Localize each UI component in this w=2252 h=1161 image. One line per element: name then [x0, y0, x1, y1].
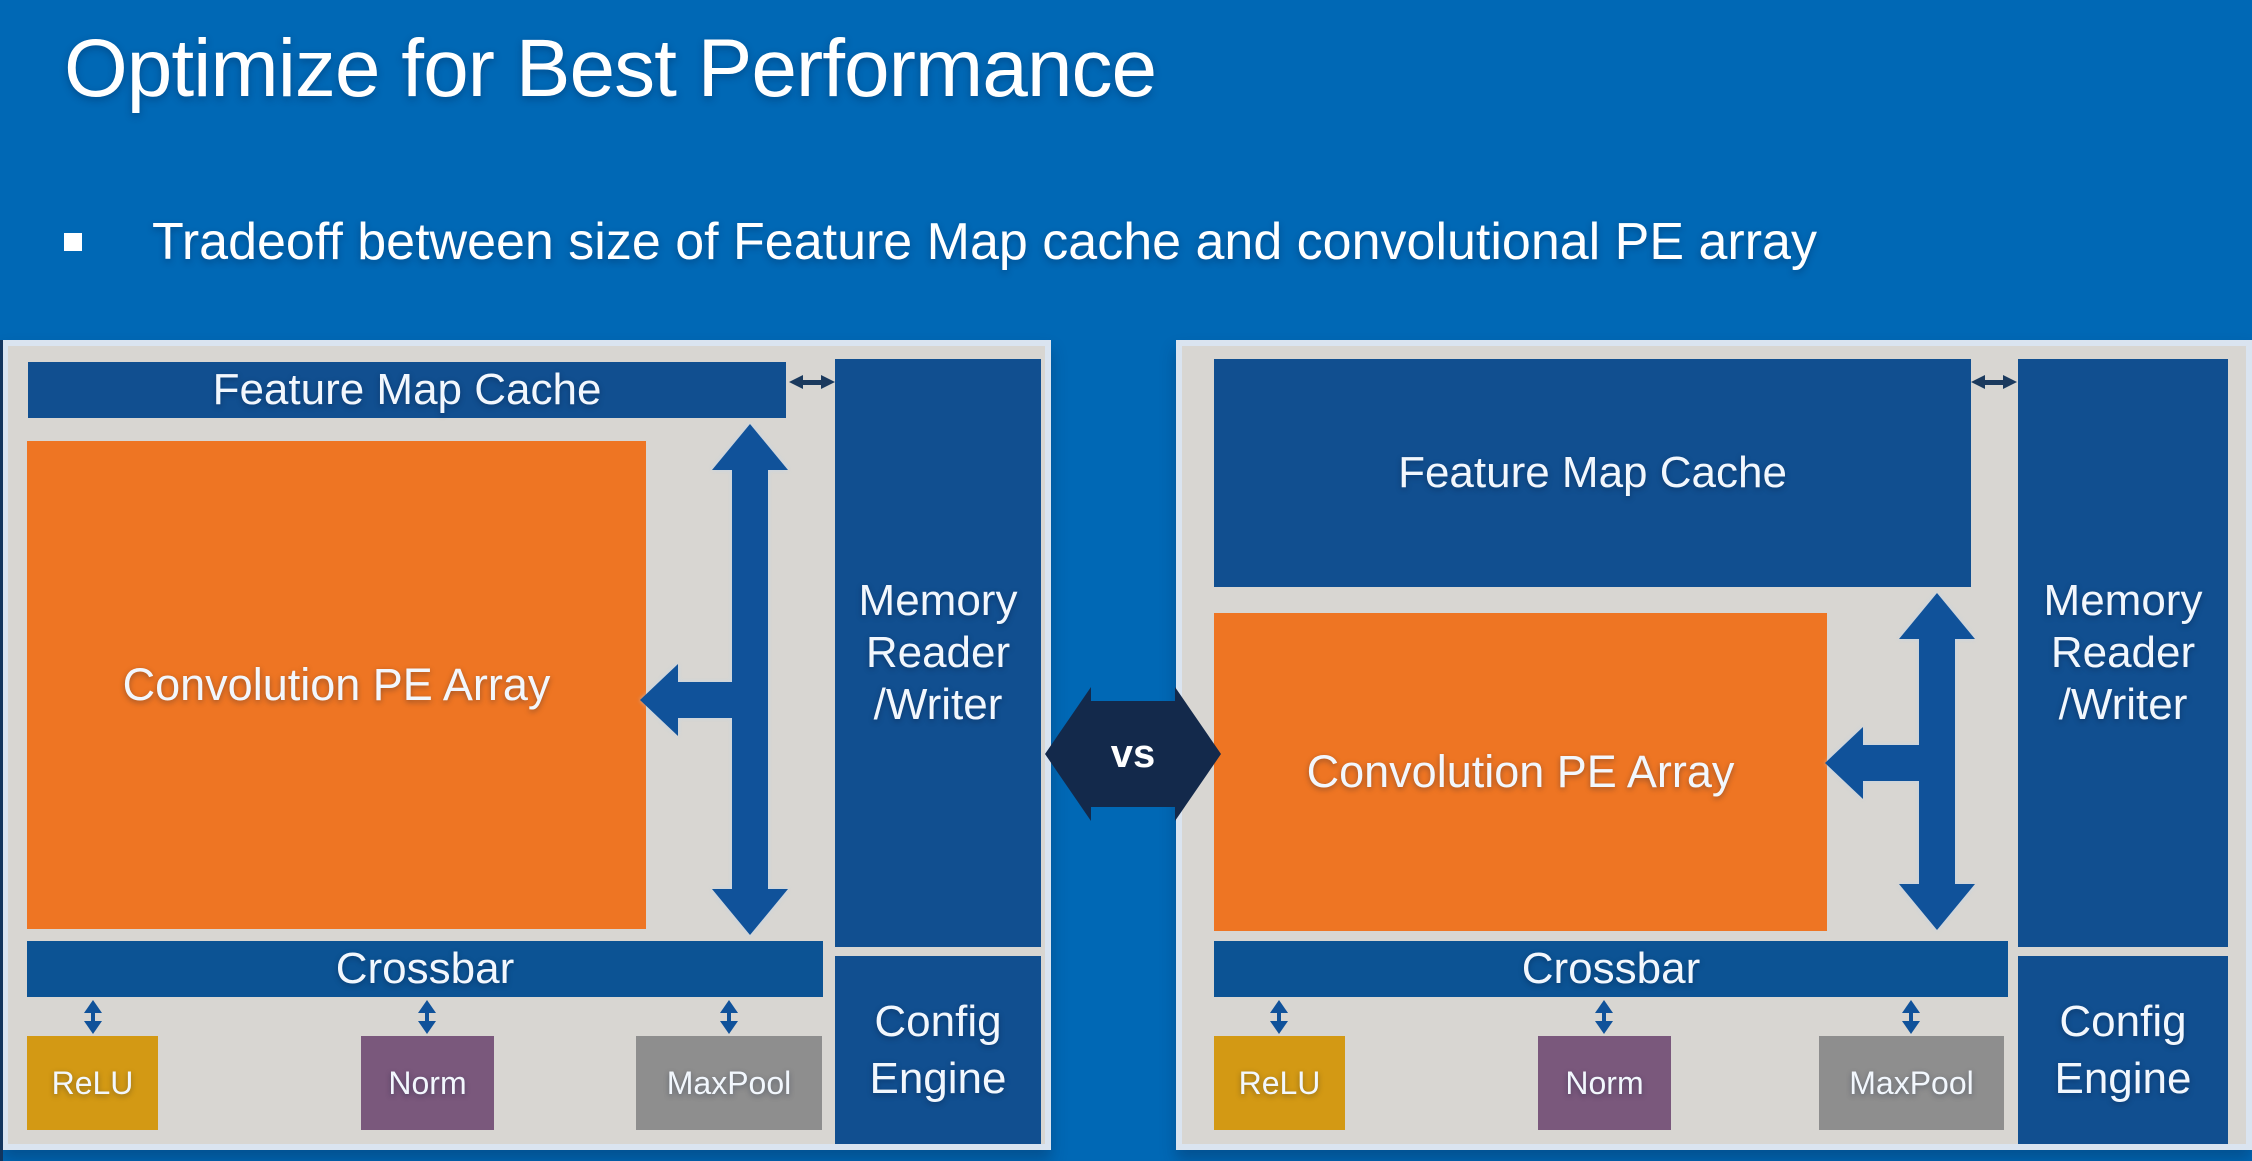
cache-pe-crossbar-arrow-icon — [640, 424, 788, 935]
relu-box: ReLU — [27, 1036, 158, 1130]
vs-right-point — [1175, 687, 1221, 821]
arrowhead-up — [1899, 593, 1975, 639]
crossbar-maxpool-arrow-icon — [720, 1000, 738, 1034]
memory-reader-writer-box: Memory Reader /Writer — [2018, 359, 2228, 947]
config-engine-box: Config Engine — [2018, 956, 2228, 1144]
crossbar-maxpool-arrow-icon — [1902, 1000, 1920, 1034]
vs-label: vs — [1110, 731, 1156, 776]
arrowhead-left — [640, 664, 678, 736]
maxpool-box: MaxPool — [1819, 1036, 2004, 1130]
bullet-point: Tradeoff between size of Feature Map cac… — [64, 212, 1817, 272]
arrowhead-down — [1899, 884, 1975, 930]
norm-box: Norm — [1538, 1036, 1671, 1130]
slide-title: Optimize for Best Performance — [64, 23, 1157, 114]
norm-box: Norm — [361, 1036, 494, 1130]
bullet-text: Tradeoff between size of Feature Map cac… — [152, 213, 1817, 271]
diagram-panel-large-cache: Feature Map Cache Memory Reader /Writer … — [1176, 340, 2252, 1150]
feature-map-cache-box: Feature Map Cache — [28, 362, 786, 418]
cache-memory-arrow-icon — [1971, 374, 2017, 390]
arrowhead-up — [712, 424, 788, 470]
crossbar-relu-arrow-icon — [1270, 1000, 1288, 1034]
branch-shaft — [1863, 745, 1939, 781]
convolution-pe-array-box: Convolution PE Array — [1214, 613, 1827, 931]
diagram-panel-large-pe-array: Feature Map Cache Memory Reader /Writer … — [2, 340, 1051, 1150]
arrowhead-down — [712, 889, 788, 935]
arrowhead-left — [1825, 727, 1863, 799]
arrow-shaft — [732, 468, 768, 891]
branch-shaft — [676, 682, 752, 718]
config-engine-box: Config Engine — [835, 956, 1041, 1144]
cache-pe-crossbar-arrow-icon — [1825, 593, 1975, 930]
crossbar-relu-arrow-icon — [84, 1000, 102, 1034]
crossbar-norm-arrow-icon — [1595, 1000, 1613, 1034]
crossbar-norm-arrow-icon — [418, 1000, 436, 1034]
crossbar-box: Crossbar — [27, 941, 823, 997]
bullet-square-icon — [64, 233, 82, 251]
crossbar-box: Crossbar — [1214, 941, 2008, 997]
maxpool-box: MaxPool — [636, 1036, 822, 1130]
vs-body: vs — [1091, 701, 1175, 807]
relu-box: ReLU — [1214, 1036, 1345, 1130]
cache-memory-arrow-icon — [789, 374, 835, 390]
feature-map-cache-box: Feature Map Cache — [1214, 359, 1971, 587]
left-edge-shadow — [0, 340, 3, 1161]
memory-reader-writer-box: Memory Reader /Writer — [835, 359, 1041, 947]
convolution-pe-array-box: Convolution PE Array — [27, 441, 646, 929]
vs-arrow: vs — [1045, 687, 1221, 821]
vs-left-point — [1045, 687, 1091, 821]
